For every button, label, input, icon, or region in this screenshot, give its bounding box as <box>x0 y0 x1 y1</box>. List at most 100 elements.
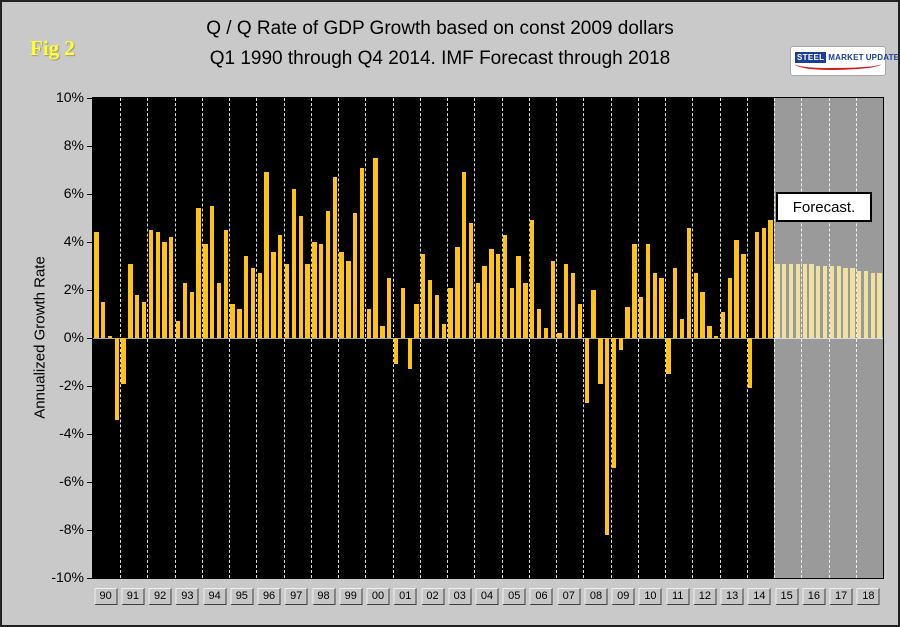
gdp-forecast-bar <box>795 263 801 338</box>
gdp-bar <box>298 215 303 338</box>
gdp-bar <box>94 232 99 338</box>
y-axis-tick-label: 0% <box>63 329 84 345</box>
x-axis-year-label: 94 <box>203 588 227 605</box>
year-gridline <box>447 98 449 578</box>
x-axis-year-label: 97 <box>284 588 308 605</box>
year-gridline <box>610 98 612 578</box>
gdp-bar <box>700 292 705 338</box>
y-axis-tick-mark <box>87 242 93 243</box>
gdp-bar <box>448 287 453 338</box>
y-axis-tick-label: 8% <box>63 137 84 153</box>
gdp-bar <box>312 242 317 338</box>
y-axis-tick-mark <box>87 290 93 291</box>
x-axis-year-label: 18 <box>856 588 880 605</box>
year-gridline <box>474 98 476 578</box>
gdp-bar <box>543 328 549 338</box>
gdp-bar <box>387 278 392 338</box>
gdp-bar <box>162 242 167 338</box>
x-axis-year-label: 02 <box>421 588 445 605</box>
gdp-bar <box>468 222 474 338</box>
logo-red-swoosh <box>795 64 881 70</box>
gdp-forecast-bar <box>809 263 814 338</box>
gdp-bar <box>380 326 385 338</box>
year-gridline <box>583 98 585 578</box>
gdp-forecast-bar <box>850 268 855 338</box>
gdp-forecast-bar <box>870 273 875 338</box>
gdp-bar <box>427 280 433 338</box>
y-axis-tick-mark <box>87 146 93 147</box>
year-gridline <box>365 98 367 578</box>
gdp-bar <box>114 338 119 420</box>
gdp-bar <box>707 326 712 338</box>
gdp-bar <box>734 239 739 338</box>
plot-area: Forecast. <box>87 97 884 579</box>
gdp-bar <box>482 266 487 338</box>
x-axis-year-label: 15 <box>775 588 799 605</box>
chart-title: Q / Q Rate of GDP Growth based on const … <box>112 14 768 74</box>
gdp-bar <box>489 249 494 338</box>
year-gridline <box>229 98 231 578</box>
x-axis-year-label: 93 <box>175 588 199 605</box>
gdp-bar <box>332 177 337 338</box>
logo-text-row: STEEL MARKET UPDATE <box>795 52 898 63</box>
x-axis-year-label: 99 <box>339 588 363 605</box>
gdp-forecast-bar <box>836 266 841 338</box>
gdp-bar <box>625 306 630 338</box>
gdp-bar <box>584 338 589 403</box>
x-axis-year-label: 07 <box>557 588 581 605</box>
gdp-bar <box>536 309 542 338</box>
gdp-bar <box>244 256 249 338</box>
year-gridline <box>556 98 558 578</box>
y-axis-tick-mark <box>87 434 93 435</box>
x-axis-year-label: 03 <box>448 588 472 605</box>
gdp-bar <box>686 227 692 338</box>
gdp-forecast-bar <box>877 273 882 338</box>
y-axis-tick-label: 10% <box>55 89 84 105</box>
gdp-forecast-bar <box>788 263 794 338</box>
gdp-bar <box>509 287 514 338</box>
year-gridline <box>120 98 122 578</box>
gdp-forecast-bar <box>856 270 862 338</box>
gdp-bar <box>741 254 746 338</box>
gdp-bar <box>155 232 160 338</box>
year-gridline <box>201 98 203 578</box>
gdp-bar <box>237 309 242 338</box>
chart-title-line1: Q / Q Rate of GDP Growth based on const … <box>206 18 674 39</box>
x-axis-year-label: 16 <box>802 588 826 605</box>
year-gridline <box>147 98 149 578</box>
gdp-bar <box>652 273 658 338</box>
x-axis-year-label: 12 <box>693 588 717 605</box>
year-gridline <box>256 98 258 578</box>
gdp-bar <box>373 158 378 338</box>
year-gridline <box>801 98 803 578</box>
gdp-bar <box>761 227 766 338</box>
gdp-bar <box>496 254 501 338</box>
x-axis-year-label: 14 <box>747 588 771 605</box>
gdp-bar <box>550 261 555 338</box>
y-axis-tick-label: -8% <box>59 521 84 537</box>
y-axis-tick-mark <box>87 530 93 531</box>
year-gridline <box>528 98 530 578</box>
x-axis-year-label: 00 <box>366 588 390 605</box>
gdp-bar <box>639 297 644 338</box>
x-axis-year-label: 05 <box>502 588 526 605</box>
gdp-bar <box>305 263 310 338</box>
gdp-forecast-bar <box>782 263 787 338</box>
y-axis-tick-label: -2% <box>59 377 84 393</box>
gdp-bar <box>107 335 113 338</box>
year-gridline <box>665 98 667 578</box>
gdp-bar <box>666 338 671 374</box>
gdp-bar <box>605 338 610 535</box>
gdp-bar <box>591 290 596 338</box>
gdp-bar <box>516 256 521 338</box>
x-axis-year-label: 92 <box>148 588 172 605</box>
year-gridline <box>419 98 421 578</box>
y-axis-tick-labels: 10% 8% 6% 4% 2% 0% -2% -4% -6% -8% -10% <box>32 89 84 585</box>
x-axis-year-label: 01 <box>393 588 417 605</box>
y-axis-tick-label: -6% <box>59 473 84 489</box>
year-gridline <box>283 98 285 578</box>
gdp-bar <box>278 234 283 338</box>
gdp-bar <box>414 304 419 338</box>
gdp-forecast-bar <box>829 266 835 338</box>
gdp-bar <box>318 244 324 338</box>
